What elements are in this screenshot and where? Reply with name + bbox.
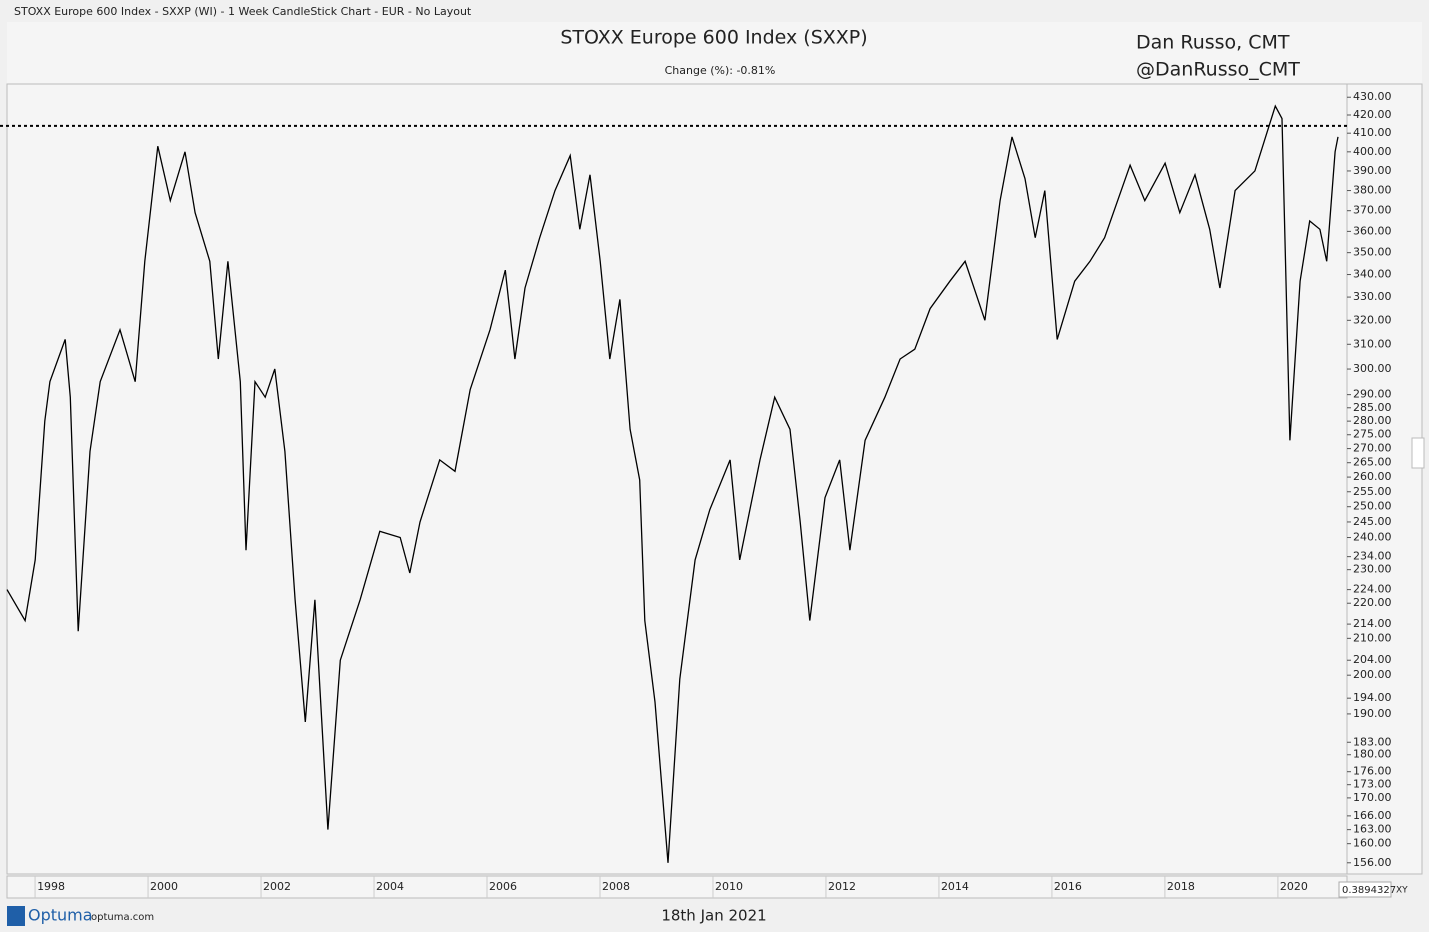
header-area [7, 22, 1422, 84]
y-tick-label: 250.00 [1353, 500, 1392, 513]
side-toggle[interactable] [1411, 437, 1425, 469]
y-tick-label: 390.00 [1353, 164, 1392, 177]
y-tick-label: 176.00 [1353, 765, 1392, 778]
price-line [6, 104, 1339, 863]
y-tick-label: 204.00 [1353, 653, 1392, 666]
annotation: @DanRusso_CMT [1136, 59, 1300, 81]
x-tick-label: 2008 [602, 880, 630, 893]
y-tick-label: 320.00 [1353, 313, 1392, 326]
y-tick-label: 400.00 [1353, 145, 1392, 158]
x-axis-panel [6, 875, 1348, 899]
window-title: STOXX Europe 600 Index - SXXP (WI) - 1 W… [14, 5, 472, 18]
y-tick-label: 194.00 [1353, 691, 1392, 704]
y-tick-label: 275.00 [1353, 428, 1392, 441]
y-tick-label: 183.00 [1353, 735, 1392, 748]
x-tick-label: 1998 [37, 880, 65, 893]
brand: Optuma [28, 906, 93, 925]
y-tick-label: 310.00 [1353, 337, 1392, 350]
y-tick-label: 290.00 [1353, 388, 1392, 401]
x-tick-label: 2002 [263, 880, 291, 893]
y-tick-label: 240.00 [1353, 531, 1392, 544]
x-tick-label: 2016 [1054, 880, 1082, 893]
y-tick-label: 265.00 [1353, 456, 1392, 469]
y-tick-label: 200.00 [1353, 668, 1392, 681]
y-tick-label: 420.00 [1353, 108, 1392, 121]
y-tick-label: 380.00 [1353, 184, 1392, 197]
y-tick-label: 245.00 [1353, 515, 1392, 528]
y-tick-label: 255.00 [1353, 485, 1392, 498]
x-tick-label: 2018 [1167, 880, 1195, 893]
y-tick-label: 163.00 [1353, 823, 1392, 836]
y-tick-label: 170.00 [1353, 791, 1392, 804]
x-tick-label: 2004 [376, 880, 404, 893]
y-axis-panel [1346, 83, 1423, 875]
y-tick-label: 270.00 [1353, 442, 1392, 455]
brand-logo [7, 906, 25, 926]
y-tick-label: 166.00 [1353, 809, 1392, 822]
y-tick-label: 190.00 [1353, 707, 1392, 720]
y-tick-label: 173.00 [1353, 778, 1392, 791]
y-tick-label: 350.00 [1353, 246, 1392, 259]
y-tick-label: 340.00 [1353, 268, 1392, 281]
y-tick-label: 430.00 [1353, 90, 1392, 103]
y-tick-label: 160.00 [1353, 837, 1392, 850]
x-tick-label: 2012 [828, 880, 856, 893]
y-tick-label: 214.00 [1353, 617, 1392, 630]
y-tick-label: 280.00 [1353, 414, 1392, 427]
y-tick-label: 285.00 [1353, 401, 1392, 414]
y-tick-label: 370.00 [1353, 204, 1392, 217]
mode-button[interactable]: XY [1396, 886, 1408, 896]
x-tick-label: 2006 [489, 880, 517, 893]
footer-date: 18th Jan 2021 [661, 907, 766, 925]
y-tick-label: 224.00 [1353, 583, 1392, 596]
x-tick-label: 2014 [941, 880, 969, 893]
plot-area [6, 83, 1348, 875]
brand-site: optuma.com [91, 912, 154, 923]
y-tick-label: 156.00 [1353, 856, 1392, 869]
x-tick-label: 2000 [150, 880, 178, 893]
cursor-box [1338, 881, 1392, 898]
y-tick-label: 300.00 [1353, 362, 1392, 375]
chart-subtitle: Change (%): -0.81% [665, 64, 776, 77]
y-tick-label: 230.00 [1353, 563, 1392, 576]
chart-title: STOXX Europe 600 Index (SXXP) [560, 27, 867, 49]
y-tick-label: 210.00 [1353, 631, 1392, 644]
x-tick-label: 2010 [715, 880, 743, 893]
y-tick-label: 234.00 [1353, 550, 1392, 563]
y-tick-label: 410.00 [1353, 126, 1392, 139]
y-tick-label: 260.00 [1353, 470, 1392, 483]
y-tick-label: 220.00 [1353, 596, 1392, 609]
y-tick-label: 330.00 [1353, 290, 1392, 303]
x-tick-label: 2020 [1280, 880, 1308, 893]
y-tick-label: 360.00 [1353, 224, 1392, 237]
cursor-value: 0.3894327 [1342, 885, 1396, 896]
y-tick-label: 180.00 [1353, 748, 1392, 761]
title-bar [0, 0, 1429, 22]
annotation: Dan Russo, CMT [1136, 32, 1290, 54]
